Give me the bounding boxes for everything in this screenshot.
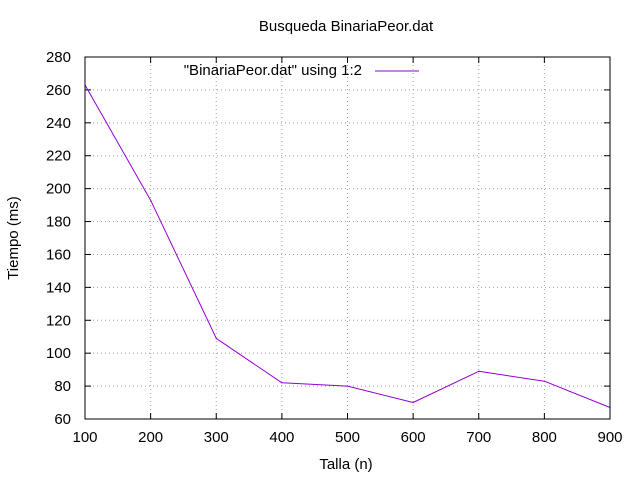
y-tick-label: 140 (46, 279, 71, 296)
grid-lines (85, 57, 610, 419)
data-point (544, 381, 545, 382)
y-tick-label: 240 (46, 115, 71, 132)
data-point (478, 371, 479, 372)
x-tick-label: 800 (532, 429, 557, 446)
series-group (84, 84, 610, 408)
y-tick-label: 80 (54, 378, 71, 395)
x-axis-label: Talla (n) (319, 456, 372, 473)
data-point (281, 382, 282, 383)
data-point (216, 338, 217, 339)
x-tick-label: 600 (401, 429, 426, 446)
x-tick-label: 700 (466, 429, 491, 446)
data-point (347, 385, 348, 386)
x-tick-label: 100 (72, 429, 97, 446)
tick-labels: 60 80 100 120 140 160 180 200 220 240 260 280 100 200… (46, 49, 623, 446)
x-tick-label: 300 (204, 429, 229, 446)
y-tick-label: 120 (46, 312, 71, 329)
y-tick-label: 160 (46, 246, 71, 263)
y-tick-label: 260 (46, 82, 71, 99)
x-tick-label: 900 (597, 429, 622, 446)
y-tick-label: 100 (46, 345, 71, 362)
data-point (413, 402, 414, 403)
y-tick-label: 280 (46, 49, 71, 66)
data-point (150, 200, 151, 201)
x-tick-label: 200 (138, 429, 163, 446)
legend: "BinariaPeor.dat" using 1:2 (184, 62, 419, 79)
y-tick-label: 60 (54, 411, 71, 428)
y-tick-label: 200 (46, 181, 71, 198)
legend-label: "BinariaPeor.dat" using 1:2 (184, 62, 362, 79)
chart-title: Busqueda BinariaPeor.dat (259, 18, 434, 35)
x-tick-label: 500 (335, 429, 360, 446)
y-tick-label: 180 (46, 214, 71, 231)
x-tick-label: 400 (269, 429, 294, 446)
y-axis-label: Tiempo (ms) (5, 196, 22, 280)
y-tick-label: 220 (46, 148, 71, 165)
